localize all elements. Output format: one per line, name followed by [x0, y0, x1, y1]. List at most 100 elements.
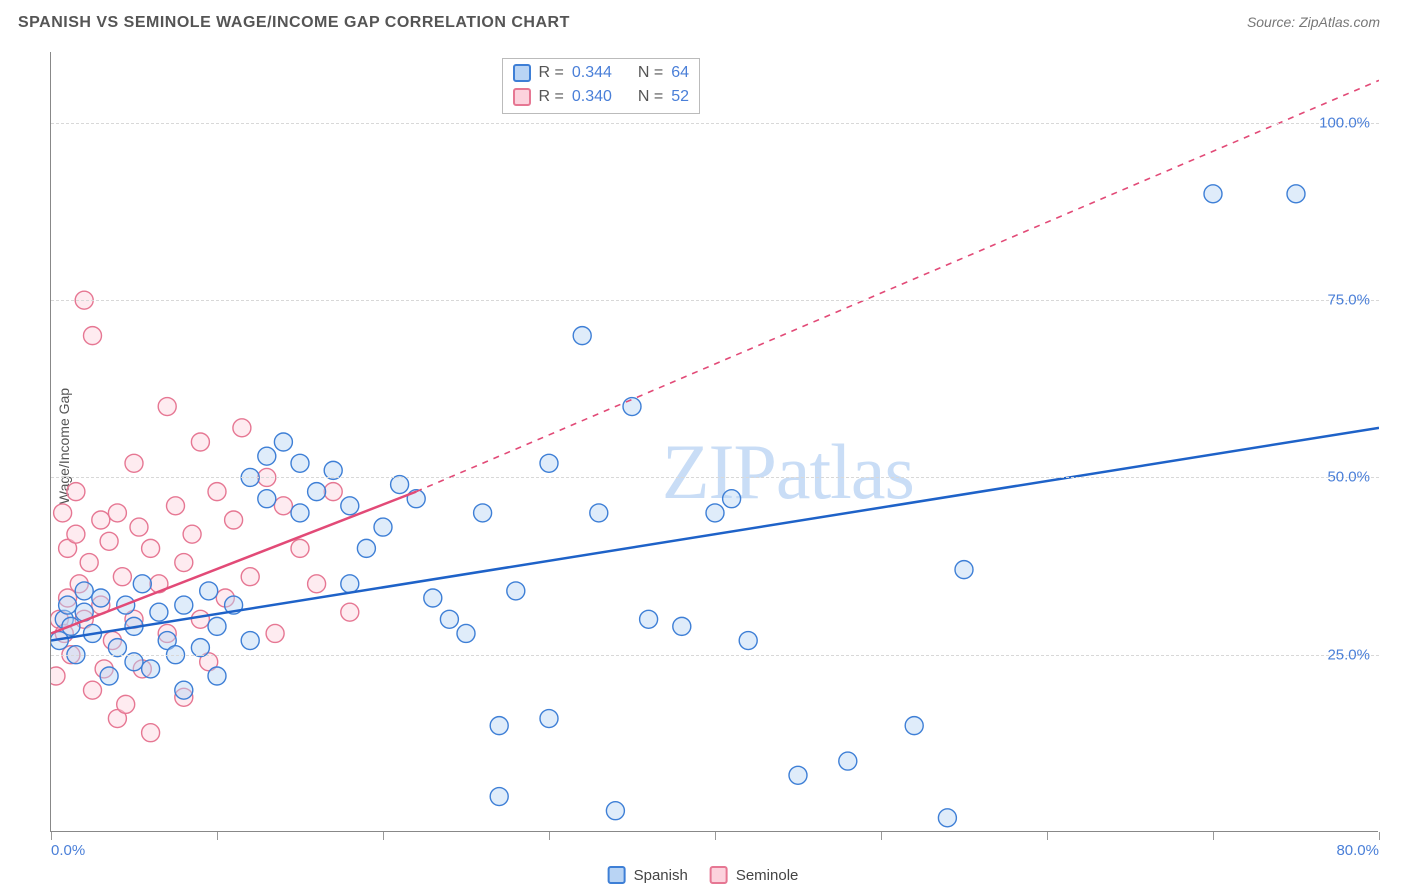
scatter-point	[1204, 185, 1222, 203]
x-tick	[1047, 832, 1048, 840]
scatter-point	[274, 497, 292, 515]
scatter-point	[233, 419, 251, 437]
gridline	[51, 477, 1379, 478]
scatter-point	[241, 632, 259, 650]
scatter-point	[274, 433, 292, 451]
scatter-point	[490, 788, 508, 806]
scatter-point	[357, 539, 375, 557]
scatter-point	[640, 610, 658, 628]
scatter-point	[938, 809, 956, 827]
scatter-point	[142, 724, 160, 742]
scatter-point	[673, 617, 691, 635]
scatter-point	[490, 717, 508, 735]
scatter-point	[341, 575, 359, 593]
scatter-point	[706, 504, 724, 522]
source-attribution: Source: ZipAtlas.com	[1247, 14, 1380, 30]
n-label: N =	[638, 61, 663, 85]
x-tick	[1379, 832, 1380, 840]
scatter-point	[125, 454, 143, 472]
y-tick-label: 100.0%	[1319, 114, 1370, 131]
scatter-point	[540, 710, 558, 728]
trendline	[51, 428, 1379, 641]
scatter-point	[167, 497, 185, 515]
x-axis-label-right: 80.0%	[1336, 842, 1379, 859]
scatter-point	[84, 327, 102, 345]
gridline	[51, 123, 1379, 124]
scatter-point	[92, 589, 110, 607]
scatter-point	[208, 483, 226, 501]
legend-item-seminole: Seminole	[710, 866, 799, 884]
y-tick-label: 25.0%	[1327, 646, 1370, 663]
x-tick	[51, 832, 52, 840]
scatter-point	[457, 624, 475, 642]
scatter-point	[507, 582, 525, 600]
trendline	[416, 80, 1379, 491]
x-tick	[881, 832, 882, 840]
legend-label-spanish: Spanish	[634, 867, 688, 884]
scatter-point	[191, 610, 209, 628]
scatter-point	[291, 454, 309, 472]
scatter-point	[75, 582, 93, 600]
n-value-spanish: 64	[671, 61, 689, 85]
scatter-point	[623, 398, 641, 416]
scatter-point	[92, 511, 110, 529]
scatter-point	[341, 497, 359, 515]
scatter-point	[175, 554, 193, 572]
scatter-point	[200, 582, 218, 600]
scatter-point	[100, 532, 118, 550]
scatter-point	[117, 695, 135, 713]
r-label: R =	[539, 61, 564, 85]
scatter-point	[955, 561, 973, 579]
legend: Spanish Seminole	[608, 866, 799, 884]
scatter-point	[84, 681, 102, 699]
scatter-point	[133, 575, 151, 593]
x-tick	[549, 832, 550, 840]
scatter-point	[142, 660, 160, 678]
scatter-point	[67, 525, 85, 543]
scatter-point	[225, 511, 243, 529]
stat-row-spanish: R = 0.344 N = 64	[513, 61, 690, 85]
x-tick	[217, 832, 218, 840]
scatter-point	[241, 568, 259, 586]
scatter-point	[208, 667, 226, 685]
scatter-point	[606, 802, 624, 820]
scatter-point	[59, 596, 77, 614]
scatter-point	[258, 447, 276, 465]
legend-swatch-spanish	[608, 866, 626, 884]
scatter-point	[291, 539, 309, 557]
scatter-point	[108, 504, 126, 522]
swatch-seminole	[513, 88, 531, 106]
scatter-point	[1287, 185, 1305, 203]
legend-label-seminole: Seminole	[736, 867, 799, 884]
legend-swatch-seminole	[710, 866, 728, 884]
legend-item-spanish: Spanish	[608, 866, 688, 884]
scatter-point	[324, 483, 342, 501]
scatter-point	[183, 525, 201, 543]
scatter-point	[158, 398, 176, 416]
scatter-point	[739, 632, 757, 650]
scatter-point	[723, 490, 741, 508]
swatch-spanish	[513, 64, 531, 82]
scatter-point	[374, 518, 392, 536]
chart-title: SPANISH VS SEMINOLE WAGE/INCOME GAP CORR…	[18, 14, 570, 32]
scatter-point	[175, 596, 193, 614]
scatter-point	[175, 681, 193, 699]
scatter-point	[540, 454, 558, 472]
x-tick	[383, 832, 384, 840]
scatter-point	[308, 575, 326, 593]
scatter-point	[100, 667, 118, 685]
scatter-point	[291, 504, 309, 522]
correlation-stats-box: R = 0.344 N = 64 R = 0.340 N = 52	[502, 58, 701, 114]
scatter-point	[341, 603, 359, 621]
x-axis-label-left: 0.0%	[51, 842, 85, 859]
x-tick	[715, 832, 716, 840]
scatter-point	[839, 752, 857, 770]
r-value-seminole: 0.340	[572, 85, 612, 109]
scatter-point	[150, 603, 168, 621]
scatter-point	[424, 589, 442, 607]
gridline	[51, 300, 1379, 301]
scatter-point	[54, 504, 72, 522]
scatter-point	[258, 490, 276, 508]
scatter-point	[67, 483, 85, 501]
y-tick-label: 50.0%	[1327, 469, 1370, 486]
